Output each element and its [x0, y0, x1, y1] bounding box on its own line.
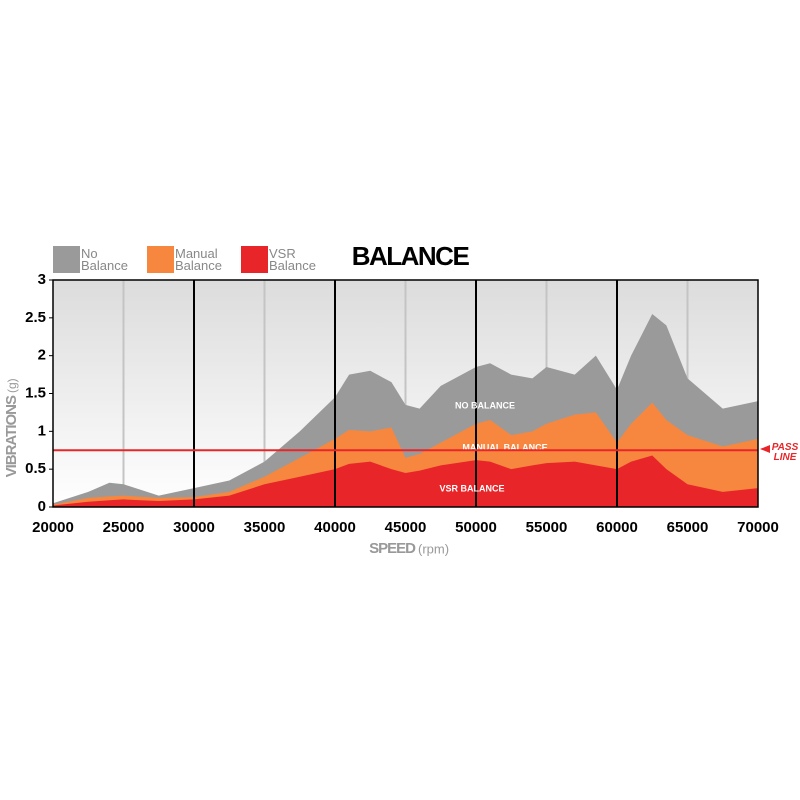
y-axis-unit: (g) [5, 378, 19, 393]
pass-line-label: PASS LINE [771, 442, 799, 463]
x-tick-label: 65000 [667, 519, 709, 536]
x-tick-label: 45000 [385, 519, 427, 536]
y-tick-label: 0 [38, 498, 46, 515]
y-tick-label: 1 [38, 422, 46, 439]
area-label: NO BALANCE [455, 400, 515, 410]
y-axis-title: VIBRATIONS (g) [3, 378, 20, 477]
legend-label: VSR Balance [269, 246, 316, 273]
x-tick-label: 25000 [103, 519, 145, 536]
y-tick-label: 0.5 [25, 460, 46, 477]
x-tick-label: 70000 [737, 519, 779, 536]
x-tick-label: 50000 [455, 519, 497, 536]
x-tick-label: 55000 [526, 519, 568, 536]
x-axis-unit: (rpm) [418, 541, 449, 556]
y-tick-label: 1.5 [25, 384, 46, 401]
x-tick-label: 35000 [244, 519, 286, 536]
areas [53, 314, 758, 507]
y-tick-label: 2.5 [25, 309, 46, 326]
x-tick-label: 20000 [32, 519, 74, 536]
x-tick-label: 30000 [173, 519, 215, 536]
x-tick-label: 60000 [596, 519, 638, 536]
legend-label: No Balance [81, 246, 128, 273]
legend-label: Manual Balance [175, 246, 222, 273]
area-label: VSR BALANCE [439, 483, 504, 493]
area [53, 455, 758, 507]
legend-swatch [147, 246, 174, 273]
chart-title: BALANCE [352, 241, 470, 271]
x-tick-label: 40000 [314, 519, 356, 536]
x-axis-label: SPEED [369, 540, 416, 557]
area-label: MANUAL BALANCE [462, 442, 547, 452]
legend-swatch [241, 246, 268, 273]
pass-arrow [760, 445, 770, 453]
legend-swatch [53, 246, 80, 273]
y-tick-label: 3 [38, 271, 46, 288]
y-tick-label: 2 [38, 347, 46, 364]
y-axis-label: VIBRATIONS [3, 395, 20, 477]
